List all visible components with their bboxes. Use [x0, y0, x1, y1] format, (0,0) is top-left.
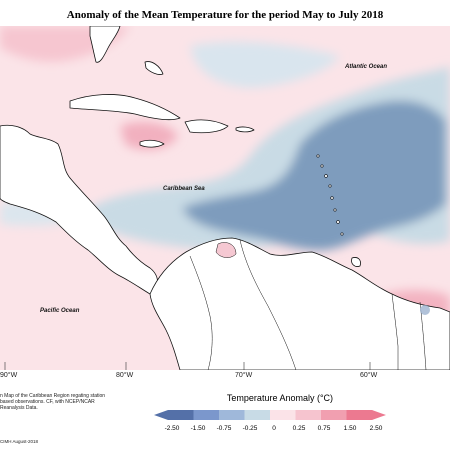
legend-color-segment: [168, 410, 194, 420]
legend-tick: -2.50: [164, 425, 180, 432]
caribbean-sea-label: Caribbean Sea: [163, 186, 205, 192]
legend-tick: -0.25: [242, 425, 258, 432]
strong-cool-anomaly-region: [182, 100, 446, 251]
credit-line: CIMH August-2018: [0, 439, 39, 444]
puerto-rico-landmass: [235, 126, 255, 133]
longitude-label: 60°W: [360, 372, 378, 379]
legend-color-segment: [346, 410, 373, 420]
longitude-label: 90°W: [0, 372, 18, 379]
legend-tick: -0.75: [216, 425, 232, 432]
map-title: Anomaly of the Mean Temperature for the …: [66, 9, 384, 21]
south-america-landmass: [149, 237, 450, 370]
florida-landmass: [89, 26, 121, 63]
legend-color-segment: [295, 410, 322, 420]
legend-tick: 0: [272, 425, 276, 432]
legend-tick: 0.25: [292, 425, 306, 432]
legend-min-arrow: [154, 410, 168, 420]
legend-color-segment: [219, 410, 245, 420]
jamaica-landmass: [139, 139, 165, 148]
trinidad-landmass: [351, 257, 361, 267]
legend-color-segment: [244, 410, 271, 420]
hispaniola-landmass: [184, 119, 229, 134]
legend-tick: -1.50: [190, 425, 206, 432]
longitude-label: 70°W: [235, 372, 253, 379]
atlantic-north-cool-patch: [190, 41, 340, 88]
pacific-ocean-label: Pacific Ocean: [40, 308, 80, 314]
anomaly-map: [0, 26, 450, 370]
legend-color-segment: [193, 410, 220, 420]
central-warm-patch: [120, 121, 178, 150]
atlantic-ocean-label: Atlantic Ocean: [345, 64, 388, 70]
map-caption: n Map of the Caribbean Region regating s…: [0, 393, 106, 411]
legend-tick: 1.50: [343, 425, 357, 432]
guiana-cool-spot: [420, 305, 430, 315]
legend-tick: 2.50: [369, 425, 383, 432]
color-scale-bar: [154, 410, 386, 420]
coastal-warm-patch: [215, 242, 237, 258]
legend-tick: 0.75: [317, 425, 331, 432]
bahamas-landmass: [144, 61, 164, 75]
legend-title: Temperature Anomaly (°C): [226, 393, 334, 403]
legend-max-arrow: [372, 410, 386, 420]
cuba-landmass: [69, 94, 181, 121]
central-america-landmass: [0, 124, 158, 295]
legend-color-segment: [270, 410, 296, 420]
longitude-label: 80°W: [116, 372, 134, 379]
legend-color-segment: [321, 410, 347, 420]
